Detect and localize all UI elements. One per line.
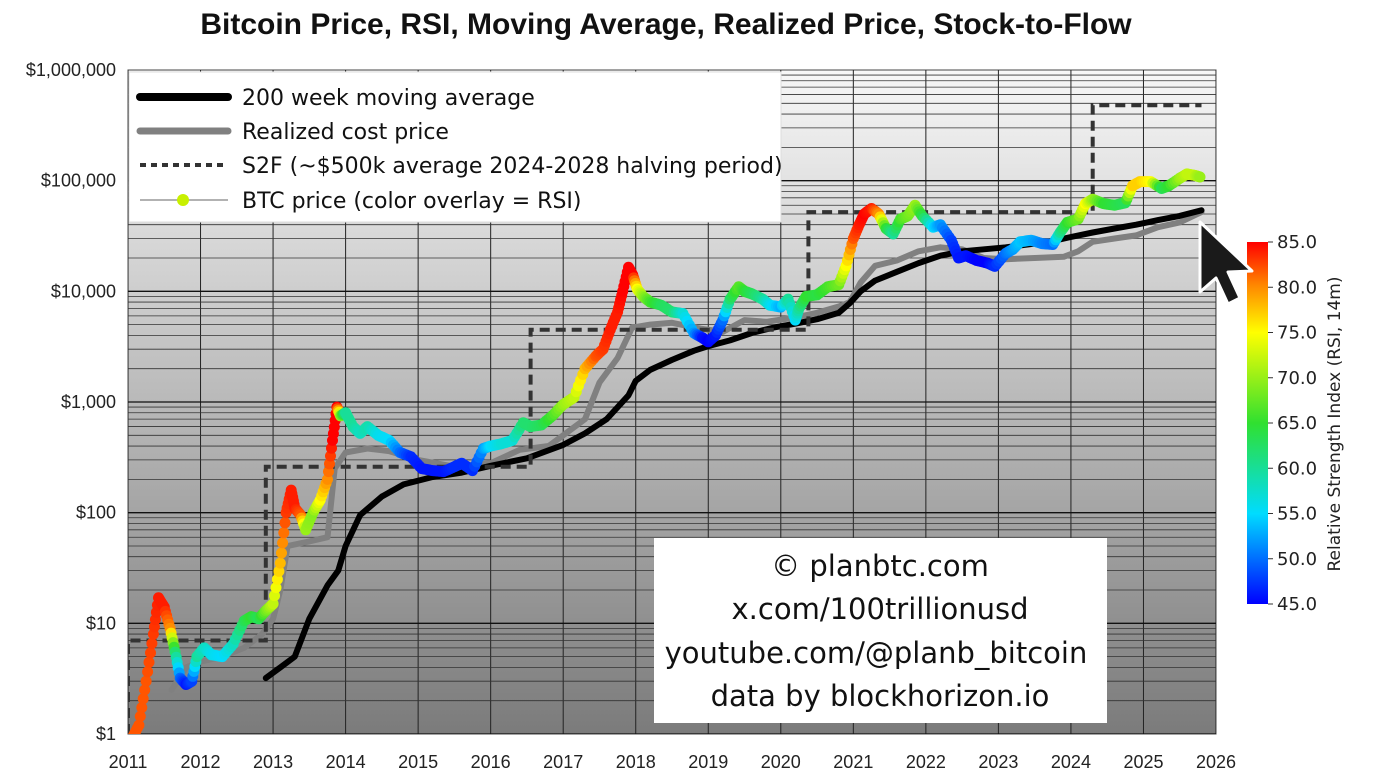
legend: 200 week moving average Realized cost pr… <box>128 71 783 223</box>
colorbar-tick-label: 70.0 <box>1277 368 1317 389</box>
btc-price-point <box>279 517 291 529</box>
y-tick-label: $10 <box>86 613 116 633</box>
rsi-colorbar: 85.0 80.0 75.0 70.0 65.0 60.0 55.0 50.0 45.0 Rel… <box>1247 232 1345 615</box>
x-tick-label: 2024 <box>1051 752 1091 772</box>
y-tick-label: $1 <box>96 724 116 744</box>
y-tick-label: $100 <box>76 503 116 523</box>
colorbar-tick-label: 60.0 <box>1277 458 1317 479</box>
y-tick-label: $1,000 <box>61 392 116 412</box>
series-layer <box>128 103 1206 734</box>
btc-price-point <box>134 710 146 722</box>
btc-price-point <box>140 675 152 687</box>
colorbar-tick-label: 80.0 <box>1277 277 1317 298</box>
btc-price-point <box>137 693 149 705</box>
x-tick-label: 2018 <box>616 752 656 772</box>
mouse-cursor-icon <box>1198 220 1254 306</box>
legend-label-btc: BTC price (color overlay = RSI) <box>242 189 582 214</box>
credits-box: © planbtc.com x.com/100trillionusd youtu… <box>654 538 1107 723</box>
x-tick-label: 2017 <box>543 752 583 772</box>
y-tick-label: $10,000 <box>51 281 116 301</box>
y-tick-label: $1,000,000 <box>26 60 116 80</box>
btc-price-point <box>143 656 155 668</box>
x-tick-label: 2012 <box>181 752 221 772</box>
x-tick-label: 2026 <box>1196 752 1236 772</box>
btc-price-point <box>270 582 282 594</box>
x-tick-label: 2014 <box>326 752 366 772</box>
x-tick-label: 2022 <box>906 752 946 772</box>
x-tick-label: 2013 <box>253 752 293 772</box>
btc-price-point <box>274 557 286 569</box>
btc-price-point <box>139 684 151 696</box>
series-s2f <box>128 103 1202 734</box>
btc-price-point <box>145 647 156 659</box>
legend-swatch-btc-dot <box>177 194 189 206</box>
legend-label-s2f: S2F (~$500k average 2024-2028 halving pe… <box>242 154 783 179</box>
series-realized-cost-price <box>168 209 1205 693</box>
x-tick-label: 2019 <box>688 752 728 772</box>
credit-line-x: x.com/100trillionusd <box>732 592 1029 626</box>
btc-price-point <box>276 547 287 559</box>
colorbar-tick-label: 85.0 <box>1277 232 1317 253</box>
btc-price-point <box>146 638 158 649</box>
btc-price-point <box>1194 171 1206 183</box>
btc-price-point <box>273 565 285 577</box>
btc-price-point <box>136 702 148 714</box>
colorbar-tick-label: 45.0 <box>1277 594 1317 615</box>
btc-price-point <box>278 527 290 539</box>
colorbar-gradient <box>1247 242 1268 604</box>
x-tick-label: 2023 <box>978 752 1018 772</box>
colorbar-ticks: 85.0 80.0 75.0 70.0 65.0 60.0 55.0 50.0 45.0 <box>1268 232 1317 615</box>
btc-price-point <box>129 733 134 734</box>
credit-line-data: data by blockhorizon.io <box>711 679 1050 713</box>
colorbar-label: Relative Strength Index (RSI, 14m) <box>1325 277 1345 572</box>
x-tick-label: 2015 <box>398 752 438 772</box>
legend-label-200wma: 200 week moving average <box>242 86 535 111</box>
legend-label-realized: Realized cost price <box>242 120 449 145</box>
credit-line-website: © planbtc.com <box>771 549 989 583</box>
x-tick-label: 2025 <box>1123 752 1163 772</box>
x-tick-label: 2021 <box>833 752 873 772</box>
colorbar-tick-label: 65.0 <box>1277 413 1317 434</box>
x-tick-label: 2020 <box>761 752 801 772</box>
credit-line-youtube: youtube.com/@planb_bitcoin <box>665 636 1088 670</box>
x-axis-ticks: 2011 2012 2013 2014 2015 2016 2017 2018 2019 2020… <box>109 752 1236 772</box>
chart-title: Bitcoin Price, RSI, Moving Average, Real… <box>200 8 1132 41</box>
colorbar-tick-label: 55.0 <box>1277 504 1317 525</box>
y-axis-ticks: $1 $10 $100 $1,000 $10,000 $100,000 $1,000,000 <box>26 60 116 744</box>
btc-price-point <box>267 598 279 610</box>
btc-price-point <box>277 537 289 549</box>
y-tick-label: $100,000 <box>41 171 116 191</box>
credits-background <box>654 538 1107 723</box>
btc-price-point <box>142 666 154 678</box>
x-tick-label: 2011 <box>109 752 148 772</box>
legend-box <box>128 71 782 223</box>
btc-price-point <box>133 719 145 731</box>
colorbar-tick-label: 50.0 <box>1277 549 1317 570</box>
colorbar-tick-label: 75.0 <box>1277 323 1317 344</box>
x-tick-label: 2016 <box>471 752 511 772</box>
